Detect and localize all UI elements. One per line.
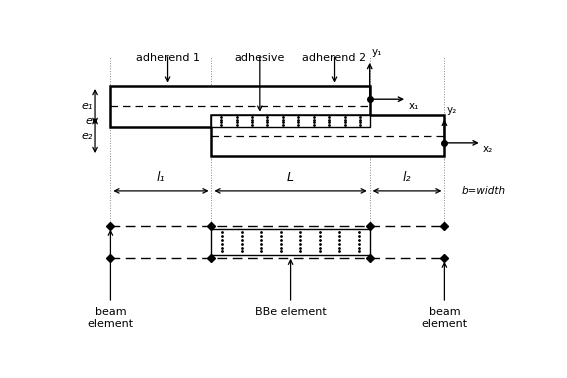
Text: x₂: x₂	[483, 144, 493, 154]
Text: l₁: l₁	[156, 170, 165, 184]
Text: e: e	[86, 116, 93, 126]
Text: y₁: y₁	[372, 47, 382, 57]
Text: beam
element: beam element	[87, 307, 133, 329]
Bar	[211, 115, 445, 156]
Text: y₂: y₂	[447, 105, 457, 115]
Text: adherend 2: adherend 2	[302, 53, 367, 63]
Text: e₂: e₂	[82, 130, 93, 141]
Text: adhesive: adhesive	[235, 53, 285, 63]
Bar	[211, 229, 370, 255]
Text: BBe element: BBe element	[255, 307, 327, 317]
Text: adherend 1: adherend 1	[136, 53, 200, 63]
Text: beam
element: beam element	[421, 307, 467, 329]
Text: x₁: x₁	[408, 101, 418, 111]
Bar	[211, 115, 370, 127]
Text: L: L	[287, 170, 294, 184]
Text: l₂: l₂	[403, 170, 411, 184]
Bar	[111, 86, 370, 127]
Text: e₁: e₁	[82, 101, 93, 112]
Text: b=width: b=width	[462, 186, 506, 196]
